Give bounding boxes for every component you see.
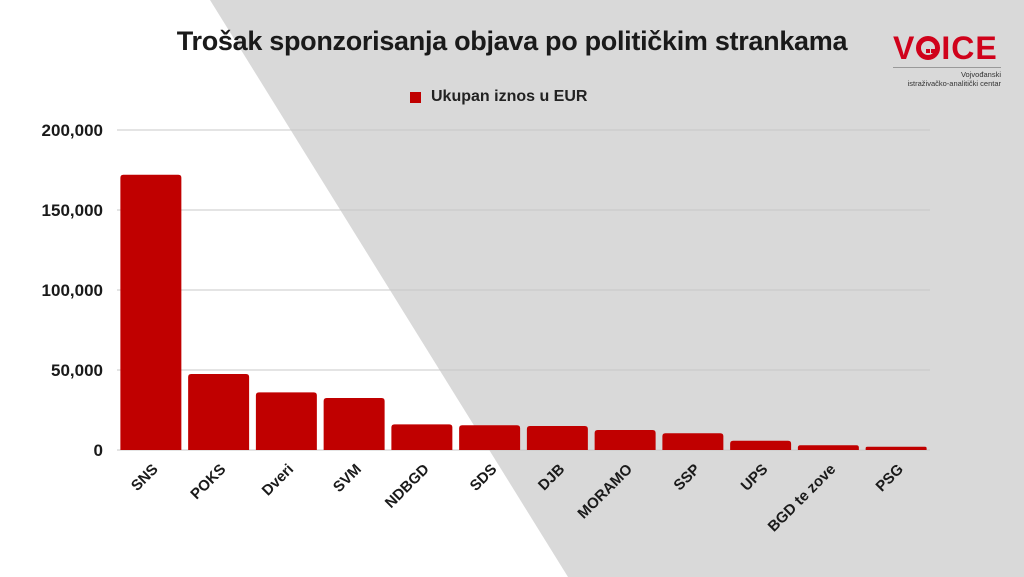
legend-label: Ukupan iznos u EUR — [431, 88, 588, 105]
y-tick-label: 50,000 — [51, 361, 103, 380]
x-tick-label: Dveri — [259, 461, 298, 500]
x-tick-label: SVM — [330, 461, 365, 496]
y-tick-label: 150,000 — [42, 201, 103, 220]
legend-swatch — [410, 91, 421, 103]
bar-ups — [730, 440, 792, 450]
bar-bgd-te-zove — [797, 445, 859, 450]
logo-subtitle: Vojvođanski istraživačko-analitički cent… — [893, 67, 1001, 88]
x-tick-label: BGD te zove — [765, 461, 840, 536]
logo-letter-v: V — [893, 30, 916, 66]
x-tick-label: PSG — [873, 461, 907, 495]
bar-sns — [120, 174, 182, 451]
x-tick-label: DJB — [535, 461, 568, 494]
bar-poks — [188, 374, 250, 450]
x-tick-label: SNS — [128, 461, 162, 495]
x-tick-label: SDS — [467, 461, 501, 495]
logo-letters-ice: ICE — [941, 30, 998, 66]
logo-subtitle-line2: istraživačko-analitički centar — [907, 79, 1001, 88]
logo-word: V ICE — [893, 32, 1008, 64]
x-tick-label: POKS — [187, 461, 229, 503]
bar-dveri — [255, 392, 317, 450]
bar-psg — [865, 446, 927, 450]
legend: Ukupan iznos u EUR — [410, 88, 587, 106]
x-tick-label: NDBGD — [382, 461, 433, 512]
bar-svm — [323, 398, 385, 450]
y-tick-label: 0 — [94, 441, 103, 460]
chart-title: Trošak sponzorisanja objava po politički… — [176, 26, 848, 56]
voice-logo: V ICE Vojvođanski istraživačko-analitički… — [893, 32, 1008, 92]
x-tick-label: MORAMO — [574, 461, 636, 523]
bar-ndbgd — [391, 424, 453, 450]
x-tick-label: SSP — [670, 461, 703, 494]
y-tick-label: 100,000 — [42, 281, 103, 300]
y-tick-label: 200,000 — [42, 121, 103, 140]
bar-ssp — [662, 433, 724, 450]
logo-speech-bubble-icon — [916, 36, 941, 60]
bar-sds — [459, 425, 521, 450]
x-tick-label: UPS — [738, 461, 772, 495]
bar-djb — [526, 426, 588, 450]
bar-moramo — [594, 430, 656, 450]
logo-subtitle-line1: Vojvođanski — [960, 70, 1001, 79]
